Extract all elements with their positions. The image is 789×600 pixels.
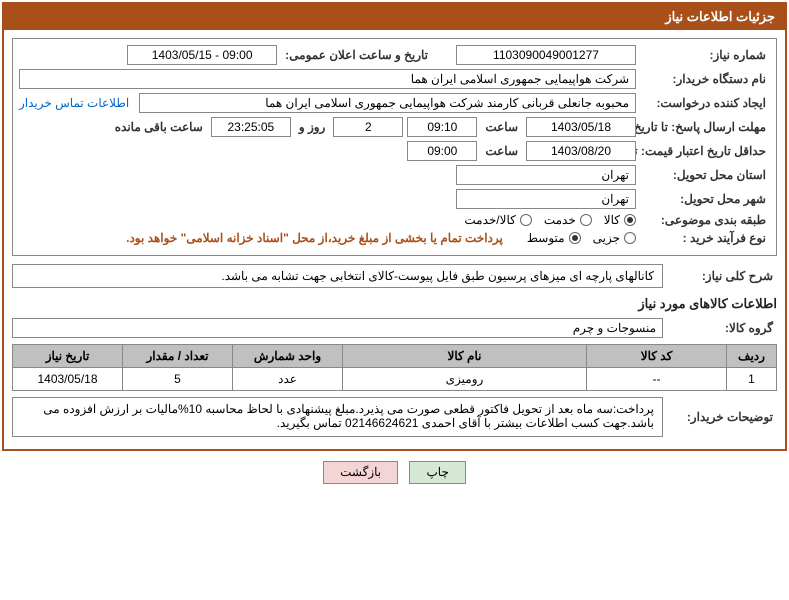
- row-city: شهر محل تحویل: تهران: [19, 189, 770, 209]
- requester-label: ایجاد کننده درخواست:: [640, 96, 770, 110]
- table-row: 1 -- رومیزی عدد 5 1403/05/18: [13, 368, 777, 391]
- need-desc-box: کانالهای پارچه ای میزهای پرسیون طبق فایل…: [12, 264, 663, 288]
- deadline-date-field: 1403/05/18: [526, 117, 636, 137]
- th-row: ردیف: [727, 345, 777, 368]
- main-panel: جزئیات اطلاعات نیاز شماره نیاز: 11030900…: [2, 2, 787, 451]
- process-label: نوع فرآیند خرید :: [640, 231, 770, 245]
- cell-qty: 5: [123, 368, 233, 391]
- row-validity: حداقل تاریخ اعتبار قیمت: تا تاریخ: 1403/…: [19, 141, 770, 161]
- time-label-1: ساعت: [481, 120, 522, 134]
- process-radio-group: جزیی متوسط: [527, 231, 636, 245]
- radio-circle-icon: [624, 214, 636, 226]
- buyer-org-field: شرکت هواپیمایی جمهوری اسلامی ایران هما: [19, 69, 636, 89]
- page-title-bar: جزئیات اطلاعات نیاز: [4, 4, 785, 30]
- radio-kala[interactable]: کالا: [604, 213, 636, 227]
- buyer-org-label: نام دستگاه خریدار:: [640, 72, 770, 86]
- need-number-field: 1103090049001277: [456, 45, 636, 65]
- radio-circle-icon: [520, 214, 532, 226]
- time-label-2: ساعت: [481, 144, 522, 158]
- row-need-number: شماره نیاز: 1103090049001277 تاریخ و ساع…: [19, 45, 770, 65]
- radio-label: جزیی: [593, 231, 620, 245]
- radio-motavaset[interactable]: متوسط: [527, 231, 581, 245]
- deadline-label: مهلت ارسال پاسخ: تا تاریخ:: [640, 120, 770, 134]
- radio-label: متوسط: [527, 231, 565, 245]
- th-qty: تعداد / مقدار: [123, 345, 233, 368]
- print-button[interactable]: چاپ: [409, 461, 465, 484]
- goods-section-title: اطلاعات کالاهای مورد نیاز: [12, 296, 777, 312]
- radio-khedmat[interactable]: خدمت: [544, 213, 592, 227]
- row-requester: ایجاد کننده درخواست: محبوبه جانعلی قربان…: [19, 93, 770, 113]
- goods-table: ردیف کد کالا نام کالا واحد شمارش تعداد /…: [12, 344, 777, 391]
- row-province: استان محل تحویل: تهران: [19, 165, 770, 185]
- cell-name: رومیزی: [343, 368, 587, 391]
- radio-circle-icon: [624, 232, 636, 244]
- days-remain-field: 2: [333, 117, 403, 137]
- row-process: نوع فرآیند خرید : جزیی متوسط پرداخت تمام…: [19, 231, 770, 245]
- province-label: استان محل تحویل:: [640, 168, 770, 182]
- radio-jozi[interactable]: جزیی: [593, 231, 636, 245]
- row-category: طبقه بندی موضوعی: کالا خدمت کالا/خدمت: [19, 213, 770, 227]
- city-label: شهر محل تحویل:: [640, 192, 770, 206]
- radio-circle-icon: [569, 232, 581, 244]
- cell-row: 1: [727, 368, 777, 391]
- days-remain-label: روز و: [295, 120, 330, 134]
- contact-link[interactable]: اطلاعات تماس خریدار: [19, 96, 129, 110]
- table-header-row: ردیف کد کالا نام کالا واحد شمارش تعداد /…: [13, 345, 777, 368]
- goods-group-field: منسوجات و چرم: [12, 318, 663, 338]
- announce-date-label: تاریخ و ساعت اعلان عمومی:: [281, 48, 432, 62]
- city-field: تهران: [456, 189, 636, 209]
- radio-kala-khedmat[interactable]: کالا/خدمت: [464, 213, 531, 227]
- radio-label: خدمت: [544, 213, 576, 227]
- cell-unit: عدد: [233, 368, 343, 391]
- form-box: شماره نیاز: 1103090049001277 تاریخ و ساع…: [12, 38, 777, 256]
- announce-date-field: 1403/05/15 - 09:00: [127, 45, 277, 65]
- row-goods-group: گروه کالا: منسوجات و چرم: [12, 318, 777, 338]
- radio-label: کالا/خدمت: [464, 213, 515, 227]
- province-field: تهران: [456, 165, 636, 185]
- row-deadline: مهلت ارسال پاسخ: تا تاریخ: 1403/05/18 سا…: [19, 117, 770, 137]
- back-button[interactable]: بازگشت: [323, 461, 398, 484]
- buyer-notes-box: پرداخت:سه ماه بعد از تحویل فاکتور قطعی ص…: [12, 397, 663, 437]
- requester-field: محبوبه جانعلی قربانی کارمند شرکت هواپیما…: [139, 93, 636, 113]
- need-desc-label: شرح کلی نیاز:: [667, 269, 777, 283]
- content-area: شماره نیاز: 1103090049001277 تاریخ و ساع…: [4, 30, 785, 449]
- th-date: تاریخ نیاز: [13, 345, 123, 368]
- row-buyer-org: نام دستگاه خریدار: شرکت هواپیمایی جمهوری…: [19, 69, 770, 89]
- goods-group-label: گروه کالا:: [667, 321, 777, 335]
- radio-label: کالا: [604, 213, 620, 227]
- validity-time-field: 09:00: [407, 141, 477, 161]
- th-code: کد کالا: [587, 345, 727, 368]
- cell-code: --: [587, 368, 727, 391]
- hours-remain-field: 23:25:05: [211, 117, 291, 137]
- category-label: طبقه بندی موضوعی:: [640, 213, 770, 227]
- validity-date-field: 1403/08/20: [526, 141, 636, 161]
- buttons-row: چاپ بازگشت: [0, 453, 789, 492]
- page-title: جزئیات اطلاعات نیاز: [665, 9, 775, 24]
- th-unit: واحد شمارش: [233, 345, 343, 368]
- process-note: پرداخت تمام یا بخشی از مبلغ خرید،از محل …: [126, 231, 503, 245]
- radio-circle-icon: [580, 214, 592, 226]
- buyer-notes-label: توضیحات خریدار:: [667, 397, 777, 437]
- category-radio-group: کالا خدمت کالا/خدمت: [464, 213, 636, 227]
- row-need-desc: شرح کلی نیاز: کانالهای پارچه ای میزهای پ…: [12, 264, 777, 288]
- need-number-label: شماره نیاز:: [640, 48, 770, 62]
- hours-remain-label: ساعت باقی مانده: [111, 120, 207, 134]
- cell-date: 1403/05/18: [13, 368, 123, 391]
- th-name: نام کالا: [343, 345, 587, 368]
- validity-label: حداقل تاریخ اعتبار قیمت: تا تاریخ:: [640, 144, 770, 158]
- row-buyer-notes: توضیحات خریدار: پرداخت:سه ماه بعد از تحو…: [12, 397, 777, 437]
- deadline-time-field: 09:10: [407, 117, 477, 137]
